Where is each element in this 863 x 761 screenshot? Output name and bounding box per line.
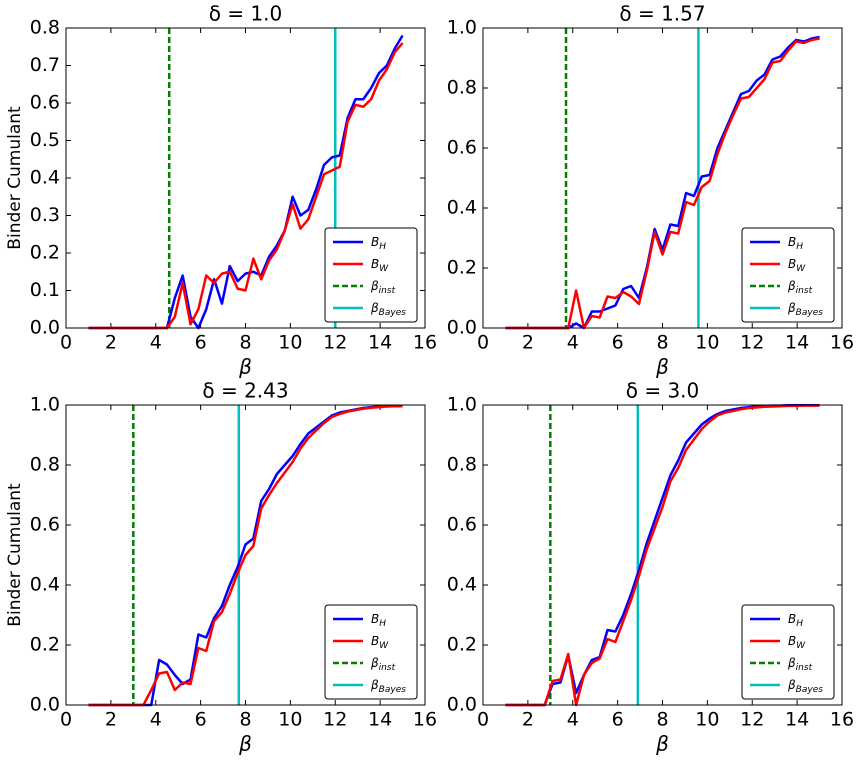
x-tick-label: 12 xyxy=(740,332,764,354)
x-axis-label: β xyxy=(655,732,669,756)
y-axis-label: Binder Cumulant xyxy=(5,106,25,250)
x-tick-label: 2 xyxy=(105,332,117,354)
y-tick-label: 0.7 xyxy=(30,54,60,76)
legend-box xyxy=(741,227,835,323)
x-tick-label: 8 xyxy=(656,332,668,354)
legend-label: BH xyxy=(788,235,803,252)
x-tick-label: 4 xyxy=(567,709,579,731)
y-tick-label: 0.6 xyxy=(447,514,477,536)
legend-label: BH xyxy=(371,612,386,629)
plot-frame xyxy=(65,27,426,329)
x-tick-label: 6 xyxy=(612,709,624,731)
legend-label: βinst xyxy=(787,279,813,296)
plot-frame xyxy=(482,404,843,706)
x-tick-label: 8 xyxy=(239,709,251,731)
chart-title: δ = 1.57 xyxy=(619,2,705,26)
legend-label: βinst xyxy=(787,656,813,673)
y-tick-label: 1.0 xyxy=(30,394,60,416)
x-tick-label: 2 xyxy=(522,709,534,731)
y-tick-label: 1.0 xyxy=(447,17,477,39)
x-tick-label: 16 xyxy=(830,709,854,731)
legend-label: βinst xyxy=(370,279,396,296)
x-axis-label: β xyxy=(238,732,252,756)
x-tick-label: 10 xyxy=(695,709,719,731)
x-tick-label: 14 xyxy=(785,709,809,731)
y-tick-label: 0.4 xyxy=(30,167,60,189)
y-tick-label: 0.3 xyxy=(30,204,60,226)
x-tick-label: 16 xyxy=(413,709,437,731)
plot-frame xyxy=(482,27,843,329)
x-axis-label: β xyxy=(238,355,252,379)
y-tick-label: 0.4 xyxy=(30,574,60,596)
y-tick-label: 0.4 xyxy=(447,574,477,596)
y-tick-label: 0.8 xyxy=(447,454,477,476)
legend-label: BW xyxy=(788,257,806,274)
y-tick-label: 0.2 xyxy=(447,257,477,279)
y-tick-label: 0.8 xyxy=(30,454,60,476)
y-tick-label: 0.0 xyxy=(30,694,60,716)
x-tick-label: 2 xyxy=(522,332,534,354)
x-tick-label: 0 xyxy=(60,709,72,731)
legend-label: BW xyxy=(371,634,389,651)
y-tick-label: 0.8 xyxy=(447,77,477,99)
y-tick-label: 0.2 xyxy=(30,242,60,264)
x-tick-label: 2 xyxy=(105,709,117,731)
legend-label: BW xyxy=(371,257,389,274)
legend-box xyxy=(324,604,418,700)
legend-label: BH xyxy=(371,235,386,252)
x-tick-label: 14 xyxy=(368,332,392,354)
legend-label: BW xyxy=(788,634,806,651)
legend-label: βBayes xyxy=(370,678,406,695)
legend-box xyxy=(324,227,418,323)
data-line xyxy=(505,404,820,707)
plot-frame xyxy=(65,404,426,706)
x-tick-label: 6 xyxy=(612,332,624,354)
x-tick-label: 10 xyxy=(278,709,302,731)
y-tick-label: 0.6 xyxy=(30,92,60,114)
x-tick-label: 8 xyxy=(239,332,251,354)
x-tick-label: 10 xyxy=(695,332,719,354)
legend-label: βBayes xyxy=(787,301,823,318)
legend-box xyxy=(741,604,835,700)
y-tick-label: 1.0 xyxy=(447,394,477,416)
y-tick-label: 0.0 xyxy=(447,317,477,339)
x-tick-label: 0 xyxy=(60,332,72,354)
x-tick-label: 8 xyxy=(656,709,668,731)
y-tick-label: 0.5 xyxy=(30,129,60,151)
x-tick-label: 14 xyxy=(368,709,392,731)
x-tick-label: 0 xyxy=(477,709,489,731)
y-axis-label: Binder Cumulant xyxy=(5,483,25,627)
y-tick-label: 0.6 xyxy=(30,514,60,536)
x-tick-label: 4 xyxy=(150,709,162,731)
y-tick-label: 0.2 xyxy=(447,634,477,656)
y-tick-label: 0.1 xyxy=(30,279,60,301)
legend-label: BH xyxy=(788,612,803,629)
x-tick-label: 6 xyxy=(195,709,207,731)
chart-title: δ = 2.43 xyxy=(202,379,288,403)
x-tick-label: 4 xyxy=(150,332,162,354)
x-axis-label: β xyxy=(655,355,669,379)
x-tick-label: 0 xyxy=(477,332,489,354)
x-tick-label: 12 xyxy=(323,709,347,731)
chart-title: δ = 1.0 xyxy=(209,2,283,26)
y-tick-label: 0.4 xyxy=(447,197,477,219)
x-tick-label: 16 xyxy=(413,332,437,354)
x-tick-label: 12 xyxy=(740,709,764,731)
y-tick-label: 0.6 xyxy=(447,137,477,159)
x-tick-label: 14 xyxy=(785,332,809,354)
legend-label: βBayes xyxy=(787,678,823,695)
legend-label: βBayes xyxy=(370,301,406,318)
legend-label: βinst xyxy=(370,656,396,673)
y-tick-label: 0.2 xyxy=(30,634,60,656)
x-tick-label: 10 xyxy=(278,332,302,354)
y-tick-label: 0.0 xyxy=(30,317,60,339)
x-tick-label: 4 xyxy=(567,332,579,354)
y-tick-label: 0.8 xyxy=(30,17,60,39)
x-tick-label: 12 xyxy=(323,332,347,354)
chart-title: δ = 3.0 xyxy=(626,379,700,403)
x-tick-label: 16 xyxy=(830,332,854,354)
x-tick-label: 6 xyxy=(195,332,207,354)
y-tick-label: 0.0 xyxy=(447,694,477,716)
